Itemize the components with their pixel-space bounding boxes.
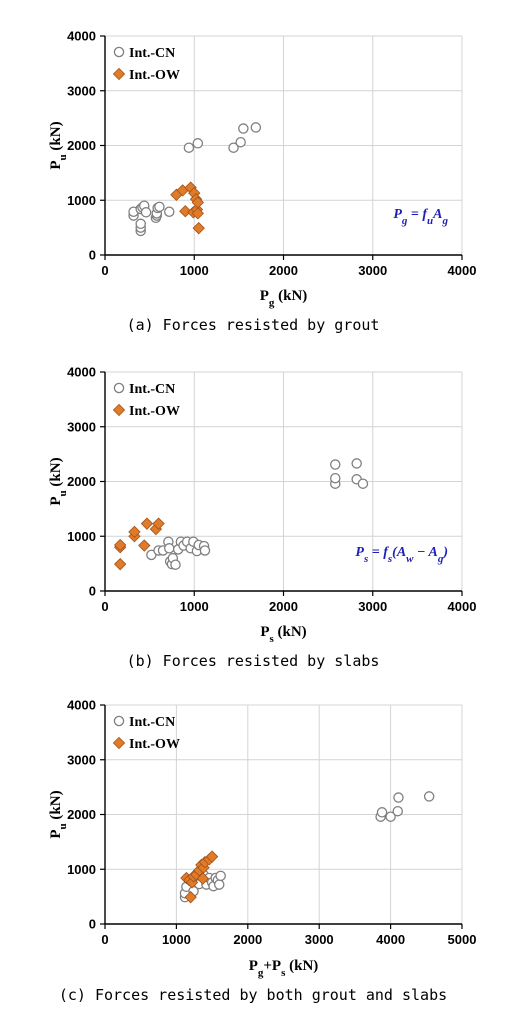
x-tick-label: 0: [101, 263, 108, 278]
legend: Int.-CN Int.-OW: [112, 382, 180, 419]
data-point-int-cn: [392, 805, 403, 817]
x-tick-label: 1000: [180, 599, 209, 614]
data-point-int-ow: [185, 876, 199, 889]
data-point-int-cn: [393, 792, 404, 803]
legend-label: Int.-OW: [129, 68, 180, 83]
legend: Int.-CN Int.-OW: [112, 715, 180, 752]
x-tick-label: 0: [101, 599, 108, 614]
data-point-int-ow: [114, 538, 127, 552]
data-point-int-cn: [235, 136, 246, 148]
chart-panel-3: 0 1000 2000 3000 4000 5000 0 1000 2000 3000 4000 Pg…: [48, 698, 476, 1005]
x-tick-label: 0: [101, 932, 108, 947]
x-tick-label: 4000: [448, 599, 477, 614]
data-point-int-cn: [330, 472, 341, 484]
legend-label: Int.-CN: [129, 382, 175, 397]
legend-label: Int.-CN: [129, 46, 175, 61]
data-point-int-cn: [238, 123, 249, 134]
data-point-int-cn: [164, 206, 175, 217]
y-axis-title: Pu (kN): [48, 790, 69, 838]
x-tick-label: 2000: [233, 932, 262, 947]
legend-label: Int.-OW: [129, 737, 180, 752]
data-point-int-cn: [385, 811, 396, 822]
data-point-int-ow: [196, 872, 209, 885]
y-tick-label: 2000: [67, 807, 96, 822]
data-point-int-ow: [152, 517, 165, 530]
legend-marker-int-cn: [113, 46, 125, 58]
x-tick-label: 5000: [448, 932, 477, 947]
y-tick-label: 0: [89, 584, 96, 599]
x-tick-label: 1000: [180, 263, 209, 278]
chart-panel-2: 0 1000 2000 3000 4000 0 1000 2000 3000 4000 Ps (kN…: [48, 365, 476, 671]
data-point-int-ow: [128, 525, 141, 539]
data-point-int-cn: [351, 458, 362, 469]
legend-label: Int.-CN: [129, 715, 175, 730]
x-tick-label: 1000: [162, 932, 191, 947]
legend-marker-int-ow: [112, 403, 126, 417]
data-point-int-ow: [140, 517, 154, 530]
x-axis-title: Pg+Ps (kN): [249, 958, 319, 979]
data-point-int-ow: [179, 205, 192, 218]
data-point-int-ow: [114, 558, 127, 571]
y-tick-label: 0: [89, 917, 96, 932]
x-tick-label: 2000: [269, 599, 298, 614]
x-tick-label: 3000: [305, 932, 334, 947]
y-tick-label: 3000: [67, 752, 96, 767]
y-tick-label: 3000: [67, 419, 96, 434]
data-point-int-cn: [423, 791, 435, 802]
legend: Int.-CN Int.-OW: [112, 46, 180, 83]
y-tick-label: 4000: [67, 698, 96, 713]
formula-annotation: Ps = fs(Aw − Ag): [355, 545, 448, 565]
y-tick-label: 4000: [67, 365, 96, 380]
x-tick-label: 4000: [448, 263, 477, 278]
figure-caption: (a) Forces resisted by grout: [127, 316, 380, 334]
x-axis-title: Pg (kN): [260, 288, 308, 309]
data-point-int-cn: [164, 543, 175, 554]
y-tick-label: 2000: [67, 474, 96, 489]
data-point-int-cn: [215, 870, 226, 882]
x-tick-label: 3000: [358, 263, 387, 278]
y-tick-label: 1000: [67, 529, 96, 544]
y-tick-label: 4000: [67, 29, 96, 44]
x-axis-title: Ps (kN): [260, 624, 306, 645]
data-point-int-cn: [170, 559, 181, 570]
figure-caption: (c) Forces resisted by both grout and sl…: [59, 986, 447, 1004]
legend-marker-int-cn: [113, 715, 125, 727]
data-point-int-cn: [228, 142, 239, 153]
y-tick-label: 3000: [67, 83, 96, 98]
data-point-int-cn: [192, 138, 204, 149]
data-point-int-ow: [184, 891, 197, 904]
data-point-int-cn: [330, 459, 341, 470]
chart-panel-1: 0 1000 2000 3000 4000 0 1000 2000 3000 4000 Pg (kN…: [48, 29, 476, 335]
y-tick-label: 0: [89, 248, 96, 263]
y-axis-title: Pu (kN): [48, 457, 69, 505]
y-tick-label: 1000: [67, 193, 96, 208]
x-tick-label: 4000: [376, 932, 405, 947]
data-point-int-cn: [183, 142, 195, 153]
data-point-int-cn: [250, 122, 262, 133]
y-tick-label: 2000: [67, 138, 96, 153]
legend-marker-int-ow: [112, 67, 126, 81]
y-tick-label: 1000: [67, 862, 96, 877]
legend-label: Int.-OW: [129, 404, 180, 419]
x-tick-label: 2000: [269, 263, 298, 278]
data-point-int-cn: [135, 218, 146, 230]
data-point-int-cn: [357, 478, 369, 489]
data-point-int-cn: [154, 201, 165, 213]
data-point-int-cn: [140, 207, 152, 218]
data-point-int-ow: [205, 850, 219, 863]
legend-marker-int-cn: [113, 382, 125, 394]
data-point-int-ow: [192, 222, 205, 235]
data-point-int-ow: [191, 207, 204, 220]
data-point-int-cn: [199, 545, 211, 556]
data-point-int-cn: [376, 807, 388, 818]
legend-marker-int-ow: [112, 736, 126, 750]
data-point-int-cn: [213, 879, 225, 890]
data-point-int-ow: [138, 539, 151, 552]
formula-annotation: Pg = fuAg: [393, 207, 448, 227]
y-axis-title: Pu (kN): [48, 121, 69, 169]
x-tick-label: 3000: [358, 599, 387, 614]
figure-caption: (b) Forces resisted by slabs: [127, 652, 380, 670]
